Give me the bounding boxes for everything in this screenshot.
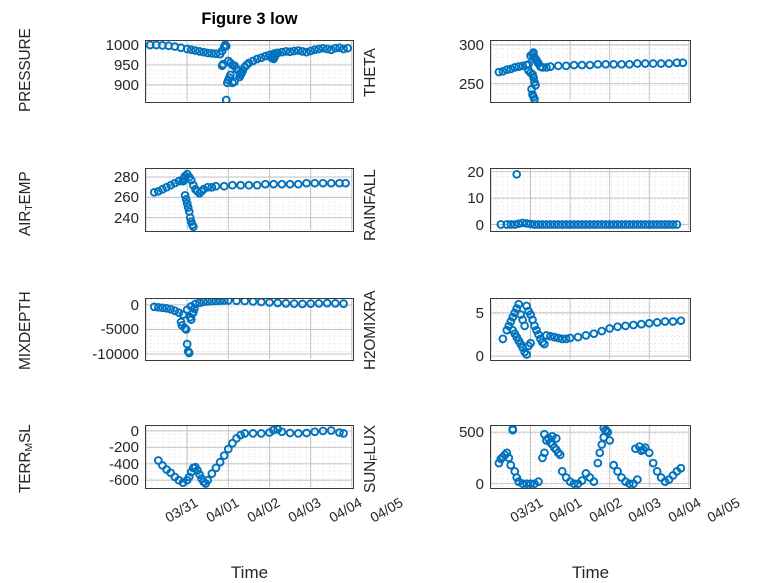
- ytick-pressure-2: 1000: [105, 37, 139, 55]
- xtick-terr_msl-3: 04/03: [285, 494, 324, 526]
- ylabel-sun_flux: SUNFLUX: [362, 425, 380, 493]
- ylabel-text-sun_flux: SUN: [362, 460, 379, 493]
- plot-area-terr_msl: [146, 426, 353, 488]
- xtick-sun_flux-3: 04/03: [625, 494, 664, 526]
- ytick-theta-1: 300: [458, 36, 484, 54]
- ylabel-tail-air_temp: EMP: [17, 171, 34, 205]
- axes-sun_flux[interactable]: [490, 425, 691, 489]
- plot-area-pressure: [146, 41, 353, 102]
- plot-area-theta: [491, 41, 690, 102]
- xtick-terr_msl-5: 04/05: [367, 494, 406, 526]
- ylabel-subscript-terr_msl: M: [22, 442, 35, 452]
- ytick-sun_flux-0: 0: [475, 475, 484, 493]
- ytick-mixdepth-1: -5000: [100, 321, 139, 339]
- xlabel-terr_msl: Time: [230, 563, 269, 582]
- ytick-rainfall-1: 10: [467, 190, 484, 208]
- ylabel-mixdepth: MIXDEPTH: [17, 292, 35, 371]
- ytick-terr_msl-2: -200: [108, 439, 139, 457]
- ylabel-text-h2o_mixra: H2OMIXRA: [362, 290, 379, 371]
- axes-theta[interactable]: [490, 40, 691, 103]
- ylabel-theta: THETA: [362, 48, 380, 97]
- ylabel-text-mixdepth: MIXDEPTH: [17, 291, 34, 371]
- data-series-terr_msl: [154, 426, 348, 488]
- axes-h2o_mixra[interactable]: [490, 298, 691, 361]
- ytick-air_temp-0: 240: [113, 209, 139, 227]
- ylabel-text-air_temp: AIR: [17, 210, 34, 236]
- ytick-air_temp-1: 260: [113, 189, 139, 207]
- ytick-air_temp-2: 280: [113, 169, 139, 187]
- data-series-mixdepth: [149, 299, 348, 358]
- data-series-sun_flux: [494, 426, 686, 488]
- xtick-sun_flux-4: 04/04: [665, 494, 704, 526]
- data-series-air_temp: [149, 169, 350, 231]
- ytick-sun_flux-1: 500: [458, 424, 484, 442]
- ytick-mixdepth-2: 0: [130, 296, 139, 314]
- plot-area-sun_flux: [491, 426, 690, 488]
- ylabel-pressure: PRESSURE: [17, 29, 35, 113]
- plot-area-h2o_mixra: [491, 299, 690, 359]
- ylabel-h2o_mixra: H2OMIXRA: [362, 291, 380, 370]
- ytick-h2o_mixra-0: 0: [475, 348, 484, 366]
- plot-area-air_temp: [146, 169, 353, 231]
- plot-area-rainfall: [491, 169, 690, 230]
- ytick-rainfall-0: 0: [475, 216, 484, 234]
- xtick-terr_msl-0: 03/31: [161, 494, 201, 526]
- data-series-theta: [494, 48, 688, 102]
- ytick-h2o_mixra-1: 5: [475, 304, 484, 322]
- xtick-sun_flux-2: 04/02: [585, 494, 625, 526]
- axes-rainfall[interactable]: [490, 168, 691, 232]
- plot-area-mixdepth: [146, 299, 353, 359]
- ytick-mixdepth-0: -10000: [92, 345, 139, 363]
- ylabel-subscript-air_temp: T: [22, 204, 35, 211]
- ytick-theta-0: 250: [458, 75, 484, 93]
- ylabel-tail-terr_msl: SL: [17, 424, 34, 443]
- xtick-sun_flux-1: 04/01: [546, 494, 585, 526]
- ylabel-rainfall: RAINFALL: [362, 169, 380, 241]
- ytick-terr_msl-0: -600: [108, 472, 139, 490]
- data-series-rainfall: [496, 169, 682, 229]
- xtick-terr_msl-4: 04/04: [326, 494, 365, 526]
- data-series-h2o_mixra: [498, 299, 686, 359]
- ytick-pressure-1: 950: [113, 57, 139, 75]
- ylabel-tail-sun_flux: LUX: [362, 424, 379, 455]
- ytick-terr_msl-3: 0: [130, 423, 139, 441]
- axes-pressure[interactable]: [145, 40, 354, 103]
- axes-terr_msl[interactable]: [145, 425, 354, 489]
- ytick-pressure-0: 900: [113, 76, 139, 94]
- ytick-terr_msl-1: -400: [108, 455, 139, 473]
- xtick-sun_flux-5: 04/05: [704, 494, 743, 526]
- data-series-pressure: [146, 41, 353, 102]
- axes-mixdepth[interactable]: [145, 298, 354, 361]
- ylabel-text-terr_msl: TERR: [17, 451, 34, 493]
- xtick-terr_msl-2: 04/02: [244, 494, 283, 526]
- axes-air_temp[interactable]: [145, 168, 354, 232]
- ylabel-air_temp: AIRTEMP: [17, 171, 35, 235]
- ylabel-text-rainfall: RAINFALL: [362, 169, 379, 241]
- xtick-sun_flux-0: 03/31: [506, 494, 546, 526]
- ylabel-subscript-sun_flux: F: [367, 454, 380, 461]
- xlabel-sun_flux: Time: [571, 563, 610, 582]
- ytick-rainfall-2: 20: [467, 163, 484, 181]
- ylabel-text-theta: THETA: [362, 48, 379, 97]
- figure-title: Figure 3 low: [201, 10, 298, 28]
- ylabel-text-pressure: PRESSURE: [17, 28, 34, 113]
- xtick-terr_msl-1: 04/01: [202, 494, 242, 526]
- ylabel-terr_msl: TERRMSL: [17, 424, 35, 493]
